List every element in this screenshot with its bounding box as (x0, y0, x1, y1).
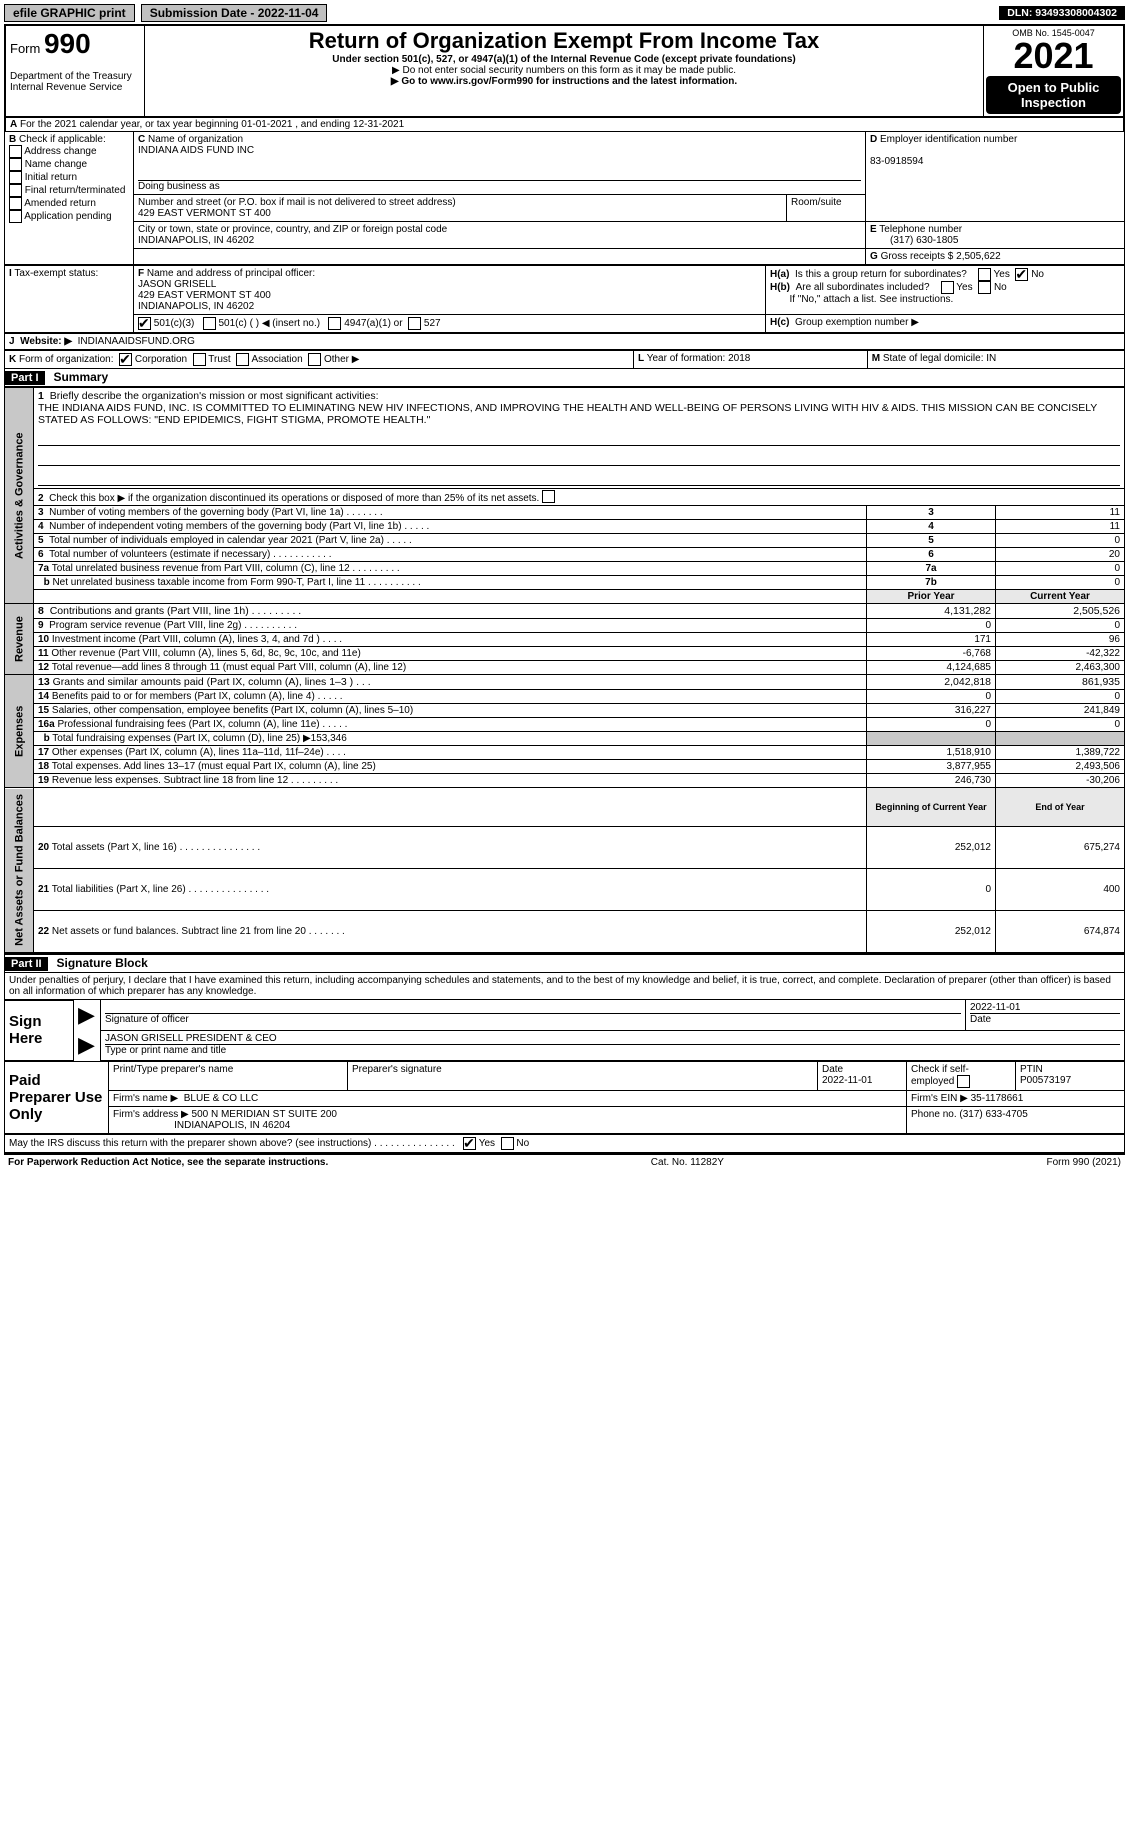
year-formation: 2018 (728, 353, 750, 364)
firm-name: BLUE & CO LLC (184, 1093, 258, 1104)
irs-line: Internal Revenue Service (10, 82, 122, 93)
name-change-check[interactable] (9, 158, 22, 171)
website[interactable]: INDIANAAIDSFUND.ORG (78, 336, 195, 347)
part1-header: Part I (5, 371, 45, 385)
part1-title: Summary (53, 370, 108, 384)
dept: Department of the Treasury (10, 71, 132, 82)
phone: (317) 630-1805 (870, 235, 958, 246)
footer: For Paperwork Reduction Act Notice, see … (4, 1153, 1125, 1170)
final-check[interactable] (9, 184, 22, 197)
discuss-row: May the IRS discuss this return with the… (4, 1134, 1125, 1153)
org-name: INDIANA AIDS FUND INC (138, 145, 254, 156)
501c3-check[interactable] (138, 317, 151, 330)
submission-btn[interactable]: Submission Date - 2022-11-04 (141, 4, 328, 22)
ha-no[interactable] (1015, 268, 1028, 281)
self-emp-check[interactable] (957, 1075, 970, 1088)
vtab-netassets: Net Assets or Fund Balances (5, 788, 34, 953)
gross-receipts: 2,505,622 (956, 251, 1001, 262)
q2-check[interactable] (542, 490, 555, 503)
initial-check[interactable] (9, 171, 22, 184)
domicile: IN (986, 353, 996, 364)
efile-btn[interactable]: efile GRAPHIC print (4, 4, 135, 22)
hb-no[interactable] (978, 281, 991, 294)
vtab-activities: Activities & Governance (5, 388, 34, 604)
part2-title: Signature Block (57, 956, 148, 970)
goto-link[interactable]: ▶ Go to www.irs.gov/Form990 for instruct… (151, 76, 977, 87)
addr-change-check[interactable] (9, 145, 22, 158)
period-line: A For the 2021 calendar year, or tax yea… (4, 118, 1125, 131)
sign-here: Sign Here (5, 1000, 74, 1060)
ptin: P00573197 (1020, 1075, 1071, 1086)
firm-ein: 35-1178661 (971, 1093, 1024, 1104)
assoc-check[interactable] (236, 353, 249, 366)
firm-phone: (317) 633-4705 (959, 1109, 1027, 1120)
527-check[interactable] (408, 317, 421, 330)
paid-prep-label: Paid Preparer Use Only (5, 1061, 109, 1133)
form-header: Form 990 Department of the Treasury Inte… (4, 24, 1125, 118)
public-inspection: Open to Public Inspection (986, 76, 1121, 114)
perjury-decl: Under penalties of perjury, I declare th… (4, 973, 1125, 1000)
501c-check[interactable] (203, 317, 216, 330)
form-of-org-row: K Form of organization: Corporation Trus… (4, 350, 1125, 369)
hb-yes[interactable] (941, 281, 954, 294)
org-info-table: B Check if applicable: Address change Na… (4, 131, 1125, 265)
trust-check[interactable] (193, 353, 206, 366)
ein: 83-0918594 (870, 156, 923, 167)
sign-here-table: Sign Here ▶ Signature of officer 2022-11… (4, 1000, 1125, 1061)
form-title: Return of Organization Exempt From Incom… (151, 28, 977, 54)
dln: DLN: 93493308004302 (999, 6, 1125, 20)
part1-table: Activities & Governance 1 Briefly descri… (4, 387, 1125, 953)
ha-yes[interactable] (978, 268, 991, 281)
corp-check[interactable] (119, 353, 132, 366)
officer-sign: JASON GRISELL PRESIDENT & CEO (105, 1033, 1120, 1045)
part2-header: Part II (5, 957, 48, 971)
mission: THE INDIANA AIDS FUND, INC. IS COMMITTED… (38, 402, 1097, 426)
other-check[interactable] (308, 353, 321, 366)
discuss-no[interactable] (501, 1137, 514, 1150)
4947-check[interactable] (328, 317, 341, 330)
subtitle: Under section 501(c), 527, or 4947(a)(1)… (151, 54, 977, 65)
vtab-expenses: Expenses (5, 675, 34, 788)
officer-name: JASON GRISELL (138, 279, 216, 290)
officer-group-table: I Tax-exempt status: F Name and address … (4, 265, 1125, 333)
website-row: J Website: ▶ INDIANAAIDSFUND.ORG (4, 333, 1125, 350)
discuss-yes[interactable] (463, 1137, 476, 1150)
street: 429 EAST VERMONT ST 400 (138, 208, 271, 219)
tax-year: 2021 (986, 38, 1121, 74)
vtab-revenue: Revenue (5, 604, 34, 675)
form-label: Form 990 (10, 41, 91, 56)
city: INDIANAPOLIS, IN 46202 (138, 235, 254, 246)
ssn-warning: ▶ Do not enter social security numbers o… (151, 65, 977, 76)
amended-check[interactable] (9, 197, 22, 210)
app-pending-check[interactable] (9, 210, 22, 223)
paid-preparer-table: Paid Preparer Use Only Print/Type prepar… (4, 1061, 1125, 1134)
topbar: efile GRAPHIC print Submission Date - 20… (4, 4, 1125, 22)
